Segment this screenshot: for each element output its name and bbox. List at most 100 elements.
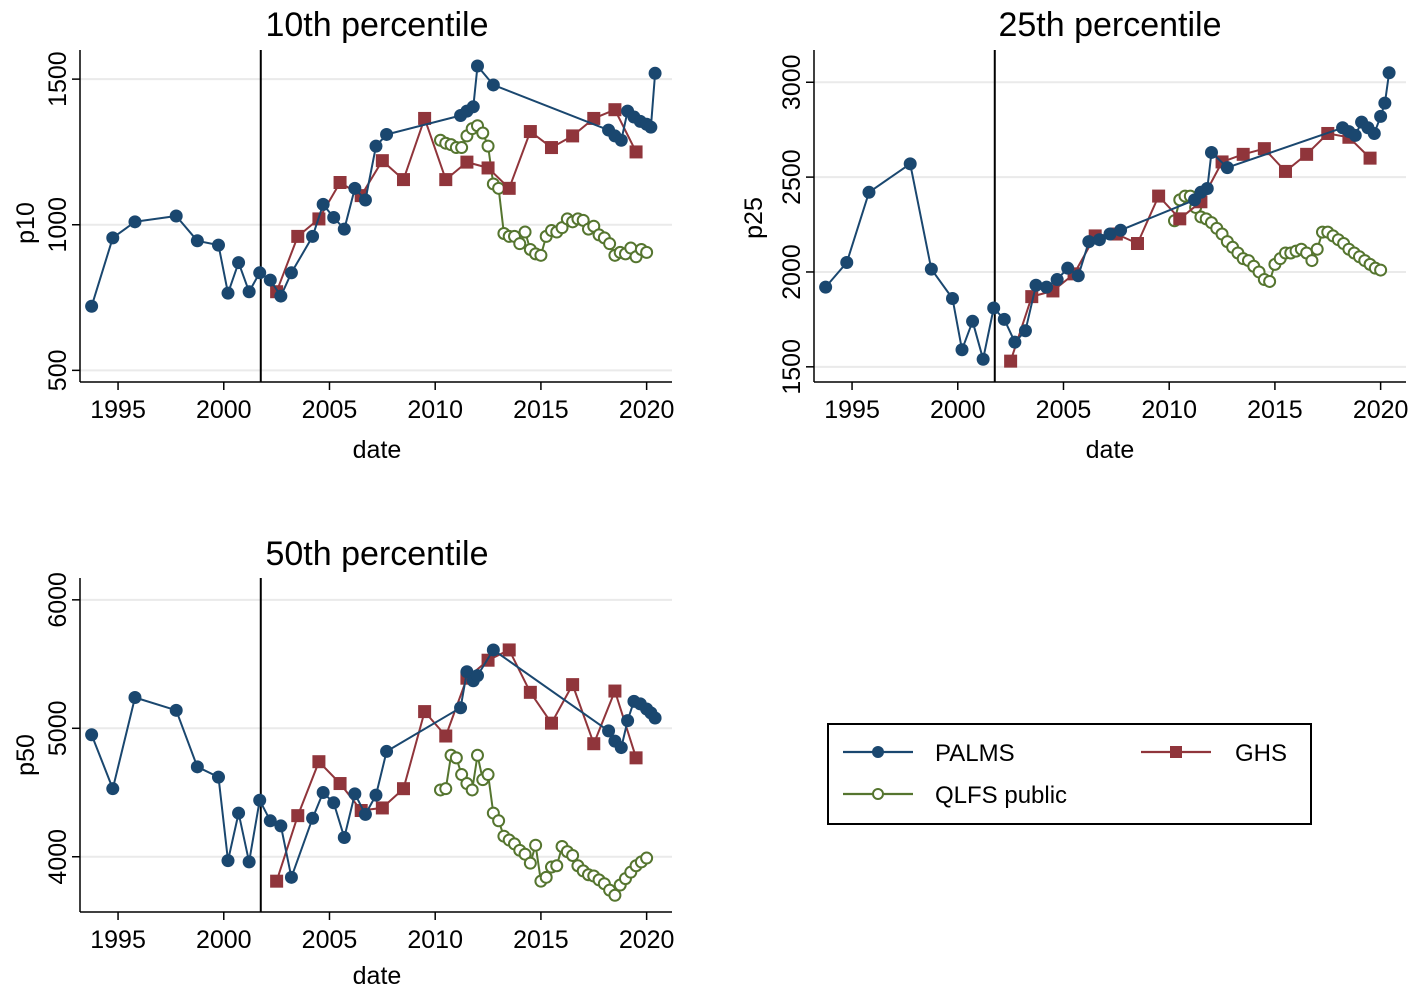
legend-label: PALMS: [935, 740, 1015, 767]
data-point: [539, 870, 553, 884]
data-point: [502, 643, 516, 657]
data-point: [1374, 109, 1388, 123]
data-point: [1173, 212, 1187, 226]
data-point: [242, 285, 256, 299]
x-tick-label: 2000: [196, 396, 252, 424]
x-tick-label: 2000: [196, 926, 252, 954]
data-point: [608, 684, 622, 698]
data-point: [263, 814, 277, 828]
data-point: [640, 851, 654, 865]
data-point: [106, 231, 120, 245]
data-point: [128, 215, 142, 229]
data-point: [1204, 145, 1218, 159]
data-point: [306, 811, 320, 825]
data-point: [337, 222, 351, 236]
data-point: [648, 711, 662, 725]
data-point: [1363, 151, 1377, 165]
data-point: [862, 185, 876, 199]
data-point: [274, 819, 288, 833]
data-point: [629, 145, 643, 159]
data-point: [106, 782, 120, 796]
data-point: [284, 870, 298, 884]
data-point: [274, 289, 288, 303]
data-point: [85, 728, 99, 742]
legend-label: QLFS public: [935, 782, 1067, 809]
data-point: [369, 788, 383, 802]
x-tick-label: 2020: [619, 926, 675, 954]
data-point: [644, 120, 658, 134]
legend-item-ghs: GHS: [1141, 740, 1287, 767]
data-point: [987, 301, 1001, 315]
data-point: [465, 783, 479, 797]
data-point: [819, 280, 833, 294]
data-point: [1378, 96, 1392, 110]
data-point: [284, 266, 298, 280]
legend: PALMS GHS QLFS public: [827, 723, 1312, 825]
data-point: [997, 312, 1011, 326]
legend-marker-circle: [872, 746, 884, 758]
series-palms: [85, 59, 662, 313]
data-point: [640, 245, 654, 259]
data-point: [523, 685, 537, 699]
x-tick-label: 2010: [407, 926, 463, 954]
data-point: [492, 814, 506, 828]
series-palms: [85, 643, 662, 884]
data-point: [358, 807, 372, 821]
x-tick-label: 2015: [513, 396, 569, 424]
data-point: [1029, 278, 1043, 292]
x-tick-label: 2000: [930, 396, 986, 424]
y-tick-label: 1500: [778, 339, 806, 395]
chart-title: 50th percentile: [265, 535, 488, 573]
data-point: [242, 855, 256, 869]
data-point: [270, 874, 284, 888]
panel-10th-percentile: 10th percentile p10 date 500 1000 1500 1995…: [12, 6, 674, 464]
data-point: [1103, 227, 1117, 241]
data-point: [1367, 126, 1381, 140]
legend-label: GHS: [1235, 740, 1287, 767]
legend-marker-hollow-circle: [872, 788, 884, 800]
data-point: [221, 286, 235, 300]
data-point: [544, 141, 558, 155]
data-point: [418, 705, 432, 719]
x-tick-label: 2015: [1247, 396, 1303, 424]
data-point: [587, 737, 601, 751]
data-point: [470, 59, 484, 73]
data-point: [621, 714, 635, 728]
data-point: [966, 314, 980, 328]
data-point: [306, 229, 320, 243]
data-point: [1050, 273, 1064, 287]
data-point: [396, 173, 410, 187]
data-point: [253, 793, 267, 807]
data-point: [550, 859, 564, 873]
data-point: [1018, 324, 1032, 338]
y-tick-label: 500: [44, 349, 72, 391]
x-tick-label: 2005: [302, 396, 358, 424]
data-point: [608, 888, 622, 902]
data-point: [903, 157, 917, 171]
data-point: [316, 786, 330, 800]
data-point: [486, 78, 500, 92]
data-point: [221, 854, 235, 868]
data-point: [327, 210, 341, 224]
data-point: [190, 760, 204, 774]
data-point: [1278, 164, 1292, 178]
data-point: [529, 838, 543, 852]
series-line: [275, 108, 637, 293]
data-point: [544, 716, 558, 730]
y-tick-label: 2000: [778, 244, 806, 300]
chart-title: 10th percentile: [265, 6, 488, 44]
x-tick-label: 2020: [619, 396, 675, 424]
data-point: [945, 292, 959, 306]
data-point: [1300, 147, 1314, 161]
data-point: [1004, 354, 1018, 368]
data-point: [1082, 235, 1096, 249]
data-point: [1071, 269, 1085, 283]
data-point: [253, 266, 267, 280]
data-point: [85, 299, 99, 313]
data-point: [1220, 161, 1234, 175]
data-point: [976, 352, 990, 366]
data-point: [587, 111, 601, 125]
data-point: [1152, 189, 1166, 203]
x-tick-label: 1995: [90, 926, 146, 954]
data-point: [481, 161, 495, 175]
